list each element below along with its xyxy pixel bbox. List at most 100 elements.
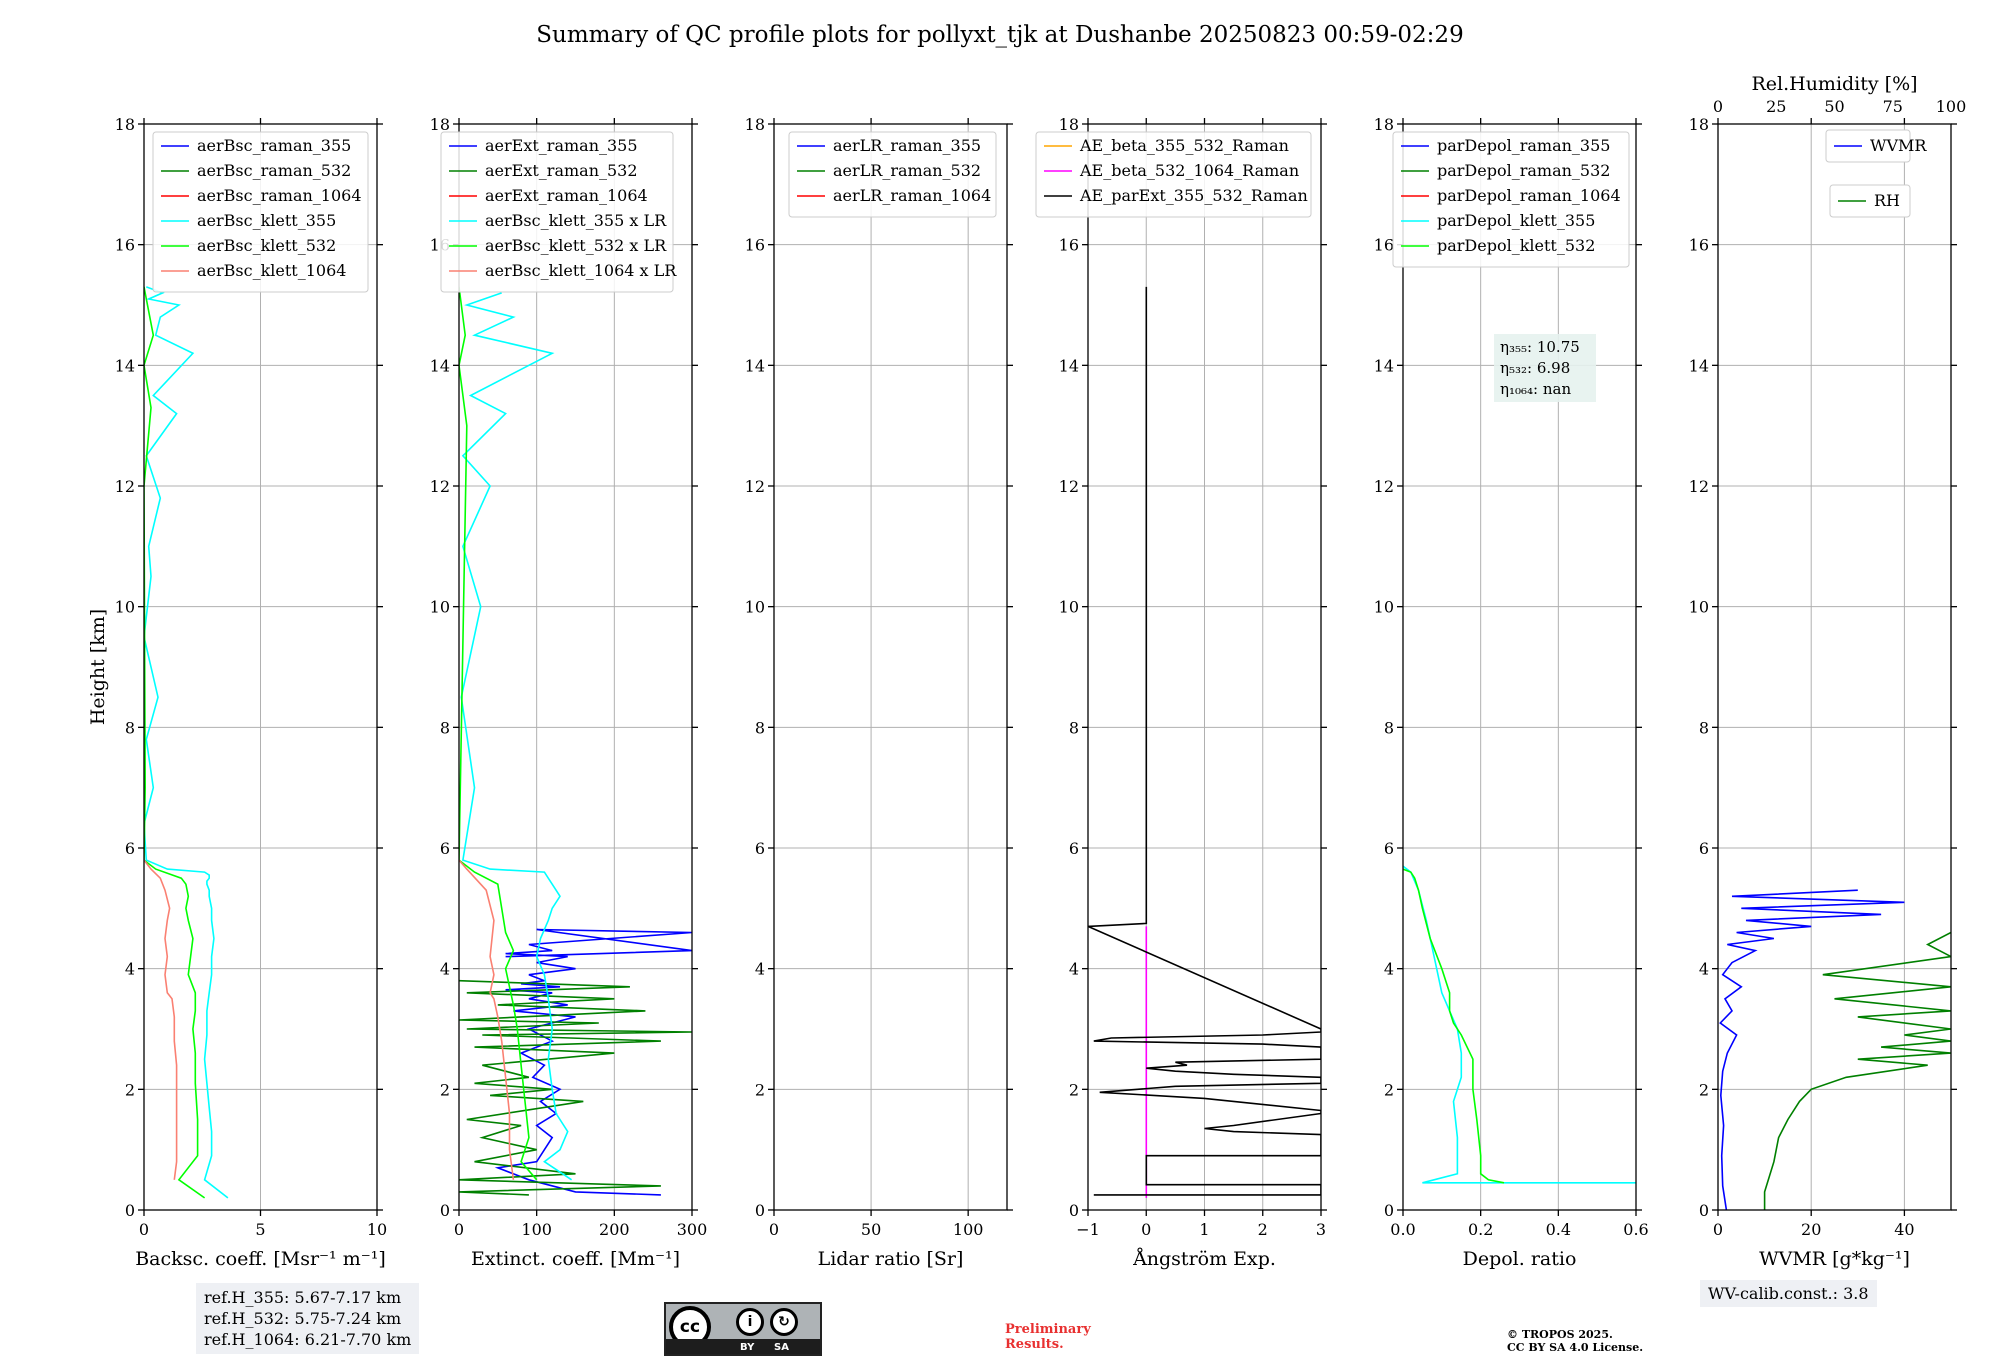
axes-frame — [458, 123, 693, 1211]
y-tick-label: 6 — [1069, 839, 1079, 858]
y-tick-label: 2 — [1699, 1080, 1709, 1099]
y-tick-label: 12 — [1689, 477, 1709, 496]
y-tick-label: 12 — [115, 477, 135, 496]
person-icon: i — [736, 1308, 764, 1336]
y-tick-label: 4 — [755, 960, 765, 979]
series-line-aerext-raman-532 — [459, 979, 692, 1196]
legend-backscatter: aerBsc_raman_355 aerBsc_raman_532 aerBsc_r… — [152, 131, 369, 293]
y-tick-label: 6 — [440, 839, 450, 858]
legend-label: aerBsc_klett_532 — [197, 236, 336, 255]
legend-extinction: aerExt_raman_355 aerExt_raman_532 aerExt_r… — [440, 131, 677, 293]
y-tick-label: 12 — [745, 477, 765, 496]
preliminary-line-2: Results. — [1005, 1337, 1064, 1352]
y-tick-label: 14 — [1059, 356, 1079, 375]
y-tick-label: 6 — [125, 839, 135, 858]
legend-label: parDepol_klett_355 — [1437, 211, 1595, 230]
legend-label: parDepol_raman_1064 — [1437, 186, 1621, 205]
ref-height-1064: ref.H_1064: 6.21-7.70 km — [204, 1330, 412, 1349]
y-tick-label: 0 — [1699, 1201, 1709, 1220]
axes-frame — [1717, 123, 1952, 1211]
x-tick-label: 0 — [139, 1220, 149, 1239]
y-tick-label: 18 — [745, 115, 765, 134]
y-tick-label: 4 — [1699, 960, 1709, 979]
y-tick-label: 10 — [115, 598, 135, 617]
annotation-line: η₃₅₅: 10.75 — [1500, 338, 1580, 356]
legend-box — [440, 131, 674, 293]
y-tick-label: 6 — [755, 839, 765, 858]
annotation-line: η₅₃₂: 6.98 — [1500, 359, 1570, 377]
legend-label: aerBsc_raman_1064 — [197, 186, 362, 205]
y-tick-label: 14 — [1374, 356, 1394, 375]
copyright-line-2: CC BY SA 4.0 License. — [1507, 1341, 1644, 1354]
ref-height-532: ref.H_532: 5.75-7.24 km — [204, 1309, 402, 1328]
legend-box — [1392, 131, 1630, 268]
y-tick-label: 18 — [1689, 115, 1709, 134]
x2-tick-label: 0 — [1713, 97, 1723, 116]
x-tick-label: 0.2 — [1468, 1220, 1493, 1239]
legend-label: aerLR_raman_1064 — [833, 186, 991, 205]
x-tick-label: 1 — [1199, 1220, 1209, 1239]
y-tick-label: 18 — [115, 115, 135, 134]
y-tick-label: 2 — [440, 1080, 450, 1099]
legend-label: aerExt_raman_532 — [485, 161, 638, 180]
y-tick-label: 8 — [1699, 718, 1709, 737]
legend-label: AE_parExt_355_532_Raman — [1079, 186, 1308, 205]
legend-depolarization: parDepol_raman_355 parDepol_raman_532 parD… — [1392, 131, 1630, 268]
legend-label: WVMR — [1870, 136, 1927, 155]
y-tick-label: 2 — [1069, 1080, 1079, 1099]
eta-annotation: η₃₅₅: 10.75 η₅₃₂: 6.98 η₁₀₆₄: nan — [1494, 334, 1596, 402]
legend-label: aerBsc_klett_1064 — [197, 261, 346, 280]
y-tick-label: 12 — [1059, 477, 1079, 496]
y-tick-label: 0 — [125, 1201, 135, 1220]
legend-label: aerLR_raman_355 — [833, 136, 981, 155]
legend-label: AE_beta_355_532_Raman — [1079, 136, 1289, 155]
y-tick-label: 0 — [1384, 1201, 1394, 1220]
reference-height-box: ref.H_355: 5.67-7.17 km ref.H_532: 5.75-… — [196, 1283, 420, 1354]
legend-label: aerBsc_klett_355 x LR — [485, 211, 667, 230]
x-tick-label: 100 — [953, 1220, 984, 1239]
y-tick-label: 2 — [755, 1080, 765, 1099]
x2-tick-label: 50 — [1824, 97, 1844, 116]
legend-lidar_ratio: aerLR_raman_355 aerLR_raman_532 aerLR_rama… — [788, 131, 997, 218]
y-tick-label: 4 — [1069, 960, 1079, 979]
y-tick-label: 16 — [1374, 236, 1394, 255]
y-tick-label: 10 — [1059, 598, 1079, 617]
y-tick-label: 0 — [440, 1201, 450, 1220]
y-tick-label: 8 — [1384, 718, 1394, 737]
x2-tick-label: 100 — [1936, 97, 1967, 116]
legend-box — [1825, 129, 1911, 163]
y-tick-label: 10 — [430, 598, 450, 617]
legend-label: parDepol_raman_532 — [1437, 161, 1610, 180]
y-tick-label: 14 — [745, 356, 765, 375]
x-tick-label: −1 — [1076, 1220, 1100, 1239]
y-tick-label: 10 — [1689, 598, 1709, 617]
legend-label: parDepol_raman_355 — [1437, 136, 1610, 155]
x-axis-label: Ångström Exp. — [1132, 1248, 1276, 1270]
series-line-ae-parext-355-532-raman — [1088, 286, 1321, 1196]
legend-box — [1829, 184, 1911, 218]
series-line-pardepol-klett-355 — [1403, 865, 1636, 1184]
x2-axis-label: Rel.Humidity [%] — [1751, 73, 1917, 95]
legend-label: AE_beta_532_1064_Raman — [1079, 161, 1299, 180]
legend-label: aerBsc_klett_532 x LR — [485, 236, 667, 255]
x-axis-label: Backsc. coeff. [Msr⁻¹ m⁻¹] — [135, 1248, 386, 1270]
ref-height-355: ref.H_355: 5.67-7.17 km — [204, 1288, 402, 1307]
x-tick-label: 40 — [1894, 1220, 1914, 1239]
preliminary-note: Preliminary Results. — [1005, 1322, 1091, 1352]
cc-sa-label: SA — [774, 1342, 789, 1353]
legend-box — [1035, 131, 1312, 218]
legend-wvmr: WVMR — [1825, 129, 1927, 163]
y-axis-label: Height [km] — [87, 609, 109, 725]
series-line-aerbsc-klett-355-x-lr — [460, 292, 573, 1181]
cc-by-label: BY — [740, 1342, 755, 1353]
legend-angstrom: AE_beta_355_532_Raman AE_beta_532_1064_Ra… — [1035, 131, 1312, 218]
series-line-pardepol-klett-532 — [1403, 868, 1505, 1184]
y-tick-label: 8 — [125, 718, 135, 737]
x-tick-label: 20 — [1801, 1220, 1821, 1239]
series-line-aerbsc-klett-532 — [144, 286, 206, 1199]
legend-label: RH — [1874, 191, 1900, 210]
x-tick-label: 50 — [861, 1220, 881, 1239]
